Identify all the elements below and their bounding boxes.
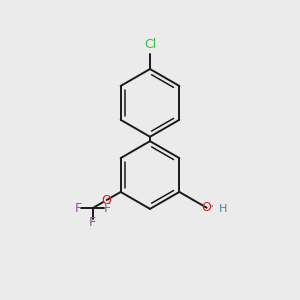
Text: H: H	[219, 204, 227, 214]
Text: ·: ·	[210, 200, 214, 214]
Text: O: O	[202, 201, 212, 214]
Text: F: F	[74, 202, 82, 215]
Text: Cl: Cl	[144, 38, 156, 51]
Text: O: O	[102, 194, 112, 207]
Text: F: F	[89, 216, 96, 230]
Text: F: F	[104, 202, 111, 215]
